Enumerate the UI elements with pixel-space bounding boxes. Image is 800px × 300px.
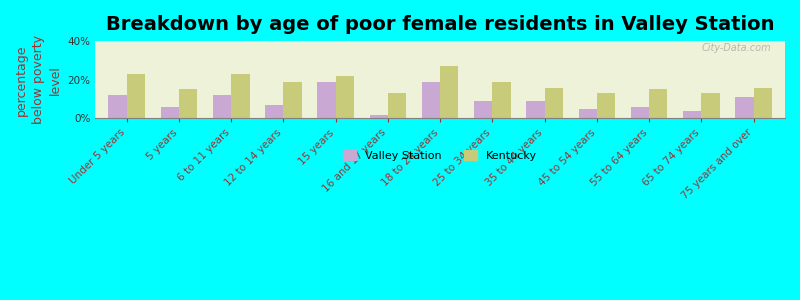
Bar: [109, 95, 126, 119]
Text: City-Data.com: City-Data.com: [702, 44, 771, 53]
Legend: Valley Station, Kentucky: Valley Station, Kentucky: [338, 146, 542, 166]
Bar: [213, 95, 231, 119]
Bar: [735, 97, 754, 118]
Bar: [266, 105, 283, 119]
Bar: [440, 66, 458, 118]
Bar: [545, 88, 563, 118]
Bar: [126, 74, 145, 118]
Bar: [493, 82, 510, 118]
Bar: [578, 109, 597, 118]
Bar: [526, 101, 545, 118]
Y-axis label: percentage
below poverty
level: percentage below poverty level: [15, 35, 62, 124]
Bar: [370, 115, 388, 119]
Bar: [283, 82, 302, 118]
Bar: [597, 93, 615, 118]
Bar: [474, 101, 493, 118]
Title: Breakdown by age of poor female residents in Valley Station: Breakdown by age of poor female resident…: [106, 15, 774, 34]
Bar: [231, 74, 250, 118]
Bar: [318, 82, 336, 118]
Bar: [422, 82, 440, 118]
Bar: [649, 89, 667, 118]
Bar: [179, 89, 198, 118]
Bar: [388, 93, 406, 118]
Bar: [683, 111, 702, 119]
Bar: [702, 93, 720, 118]
Bar: [631, 107, 649, 118]
Bar: [161, 107, 179, 118]
Bar: [336, 76, 354, 118]
Bar: [754, 88, 772, 118]
